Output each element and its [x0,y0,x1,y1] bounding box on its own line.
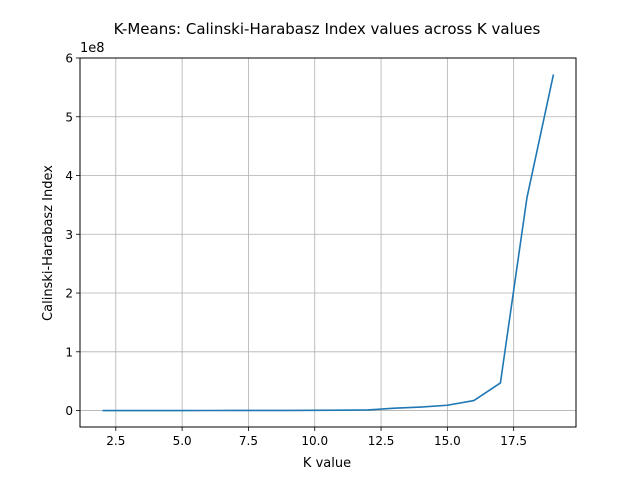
y-tick-label: 3 [65,228,73,242]
x-tick-label: 2.5 [106,434,125,448]
y-tick-label: 2 [65,287,73,301]
ticks: 2.5 5.0 7.5 10.0 12.5 15.0 17.5 0 1 2 3 4 5 6 [65,52,527,449]
chart-title: K-Means: Calinski-Harabasz Index values … [114,20,541,38]
x-tick-label: 12.5 [368,434,395,448]
x-tick-label: 17.5 [500,434,527,448]
y-tick-label: 6 [65,52,73,66]
y-tick-label: 4 [65,169,73,183]
x-tick-label: 5.0 [173,434,192,448]
y-tick-label: 1 [65,345,73,359]
series-layer [102,74,555,412]
x-tick-label: 7.5 [239,434,258,448]
x-axis-label: K value [303,456,351,471]
plot-frame [79,57,577,428]
x-tick-label: 10.0 [301,434,328,448]
y-offset-label: 1e8 [80,41,105,56]
x-tick-label: 15.0 [434,434,461,448]
y-tick-label: 0 [65,404,73,418]
series-line [102,74,555,412]
y-tick-label: 5 [65,110,73,124]
y-axis-label: Calinski-Harabasz Index [41,165,56,321]
